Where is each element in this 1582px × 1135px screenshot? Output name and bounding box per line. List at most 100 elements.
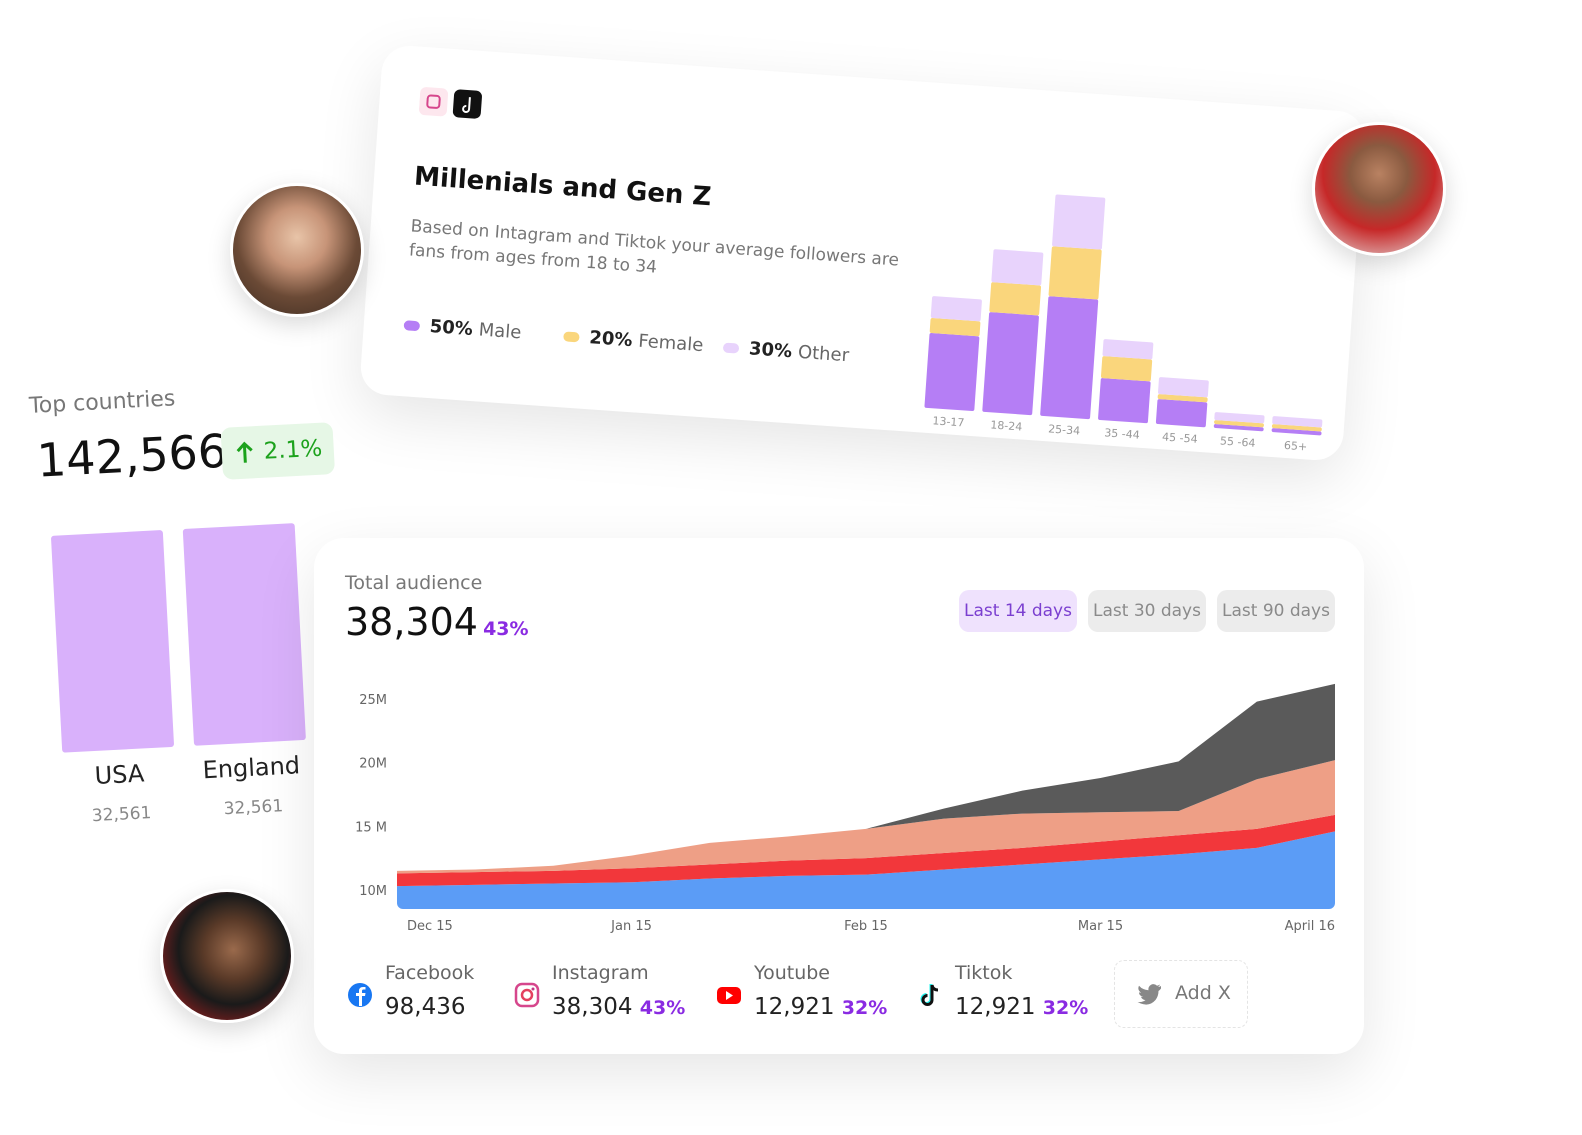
legend-share: 20% [588, 327, 634, 352]
x-tick-label: 18-24 [990, 418, 1023, 433]
avatar [230, 183, 364, 317]
legend-swatch [722, 342, 740, 354]
y-tick-label: 25M [359, 693, 387, 708]
add-label: Add X [1175, 982, 1231, 1004]
change: 2.1% [263, 435, 323, 465]
title: Top countries [28, 386, 176, 419]
legend: 50% Male 20% Female 30% Other [403, 314, 884, 377]
series-name: Tiktok [955, 962, 1013, 984]
bar-segment [991, 249, 1044, 286]
legend-swatch [563, 331, 580, 343]
value-label: 32,561 [223, 796, 283, 819]
legend-item: 30% Other [722, 337, 850, 367]
change-badge: 2.1% [220, 422, 336, 480]
area [397, 683, 1335, 871]
legend-item: 50% Male [403, 314, 522, 343]
add-button[interactable]: Add X [1114, 960, 1248, 1028]
bar-segment [989, 282, 1042, 316]
x-tick-label: USA [94, 759, 146, 790]
bar-segment [1272, 416, 1323, 428]
total: 38,304 [552, 994, 633, 1020]
total: 142,566 [35, 423, 229, 488]
bar-segment [1155, 399, 1208, 428]
series-total: 12,921 32% [955, 994, 1088, 1020]
value-label: 32,561 [91, 803, 151, 826]
facebook-icon [348, 983, 372, 1007]
x-tick-label: Jan 15 [610, 919, 652, 934]
area [397, 760, 1335, 874]
headline: 38,304 43% [345, 600, 529, 644]
bar-segment [1157, 394, 1208, 403]
bar-segment [1214, 420, 1264, 428]
bar-segment [929, 318, 981, 337]
x-tick-label: 55 -64 [1220, 434, 1256, 449]
legend-share: 30% [748, 338, 793, 363]
arrow-up [236, 441, 253, 463]
bar-segment [1214, 412, 1265, 424]
change: 32% [841, 997, 888, 1019]
platform-icons [418, 87, 482, 119]
series-total: 38,304 43% [552, 994, 685, 1020]
x-tick-label: 65+ [1284, 439, 1308, 454]
bar-segment [1158, 377, 1209, 398]
change: 43% [639, 997, 686, 1019]
bar-segment [1052, 194, 1106, 250]
series-total: 12,921 32% [754, 994, 887, 1020]
x-tick-label: Mar 15 [1078, 919, 1123, 934]
tiktok-icon [920, 984, 939, 1006]
y-tick-label: 10M [359, 884, 387, 899]
instagram-icon [514, 982, 540, 1008]
countries-panel: Top countries 142,566 2.1% USA 32,561 Engl… [28, 377, 381, 844]
legend-share: 50% [429, 316, 474, 340]
x-tick-label: Feb 15 [844, 919, 888, 934]
title: Total audience [345, 572, 483, 594]
x-tick-label: April 16 [1285, 919, 1335, 934]
bar-segment [1040, 296, 1099, 420]
bar-segment [1102, 339, 1154, 360]
legend-label: Other [797, 341, 850, 367]
range-button[interactable]: Last 14 days [959, 590, 1077, 632]
bar-segment [1098, 378, 1151, 424]
change: 43% [483, 618, 529, 640]
legend-item: 20% Female [563, 325, 704, 356]
range-button[interactable]: Last 90 days [1217, 590, 1335, 632]
bar-segment [930, 296, 982, 322]
bar-segment [1271, 428, 1322, 436]
age-chart: 13-17 18-24 25-34 35 -44 45 -54 55 -64 65+ [924, 194, 1323, 454]
youtube-icon [717, 987, 741, 1004]
x-tick-label: Dec 15 [407, 919, 453, 934]
range-button[interactable]: Last 30 days [1088, 590, 1206, 632]
x-tick-label: 13-17 [932, 414, 965, 429]
subtitle: Based on Intagram and Tiktok your averag… [408, 216, 900, 278]
series-name: Facebook [385, 962, 475, 984]
total: 12,921 [955, 994, 1036, 1020]
x-tick-label: England [202, 751, 301, 784]
country-chart: USA 32,561 England 32,561 [51, 523, 306, 826]
audience-card: Total audience 38,304 43% Last 14 days La… [314, 538, 1364, 1054]
demographics-card: Millenials and Gen Z Based on Intagram a… [358, 44, 1367, 462]
area [397, 831, 1335, 909]
x-tick-label: 35 -44 [1104, 426, 1140, 441]
avatar [160, 889, 294, 1023]
y-tick-label: 20M [359, 757, 387, 772]
total: 12,921 [754, 994, 835, 1020]
areas [397, 683, 1335, 909]
series-total: 98,436 [385, 994, 466, 1020]
audience-chart: 10M 15 M 20M 25M Dec 15 Jan 15 Feb 15 Mar 15 Apr… [355, 683, 1335, 934]
legend-swatch [403, 320, 421, 332]
legend-label: Female [637, 330, 705, 357]
legend-label: Male [478, 319, 523, 344]
bar-segment [1213, 424, 1264, 432]
bar-segment [1271, 424, 1322, 432]
x-tick-label: 45 -54 [1162, 430, 1198, 445]
series-name: Youtube [754, 962, 830, 984]
series-name: Instagram [552, 962, 649, 984]
bar-segment [1048, 246, 1102, 300]
bar [51, 530, 174, 753]
x-tick-label: 25-34 [1048, 422, 1081, 437]
total: 38,304 [345, 600, 478, 644]
title: Millenials and Gen Z [413, 161, 713, 213]
bar [182, 523, 306, 746]
avatar [1312, 122, 1446, 256]
